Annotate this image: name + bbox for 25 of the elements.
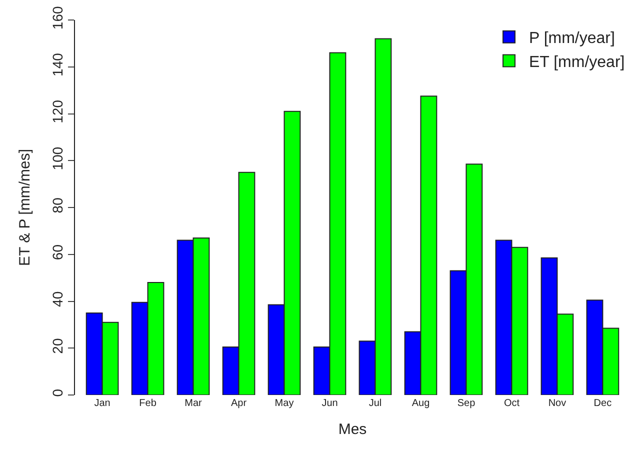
- x-tick-label: Oct: [504, 398, 520, 409]
- x-tick-label: Jul: [368, 398, 382, 409]
- legend-label: ET [mm/year]: [529, 54, 625, 71]
- x-tick-label: Jan: [94, 398, 110, 409]
- x-tick-label: Apr: [230, 398, 248, 409]
- y-tick-label: 100: [49, 146, 66, 170]
- y-tick-label: 80: [49, 197, 66, 214]
- x-tick-label: Sep: [457, 398, 476, 409]
- y-tick-label: 0: [49, 388, 66, 397]
- y-tick-label: 120: [49, 100, 66, 124]
- y-tick-label: 20: [49, 338, 66, 354]
- x-tick-label: May: [274, 398, 294, 409]
- y-tick-label: 60: [49, 244, 66, 260]
- legend-label: P [mm/year]: [529, 30, 615, 48]
- y-tick-label: 160: [49, 6, 66, 30]
- y-tick-label: 40: [49, 291, 66, 307]
- x-tick-label: Dec: [594, 398, 612, 409]
- x-tick-label: Feb: [139, 398, 157, 409]
- y-axis-title: ET & P [mm/mes]: [16, 149, 34, 266]
- x-axis-title: Mes: [338, 421, 367, 438]
- x-tick-label: Jun: [322, 398, 338, 409]
- y-tick-label: 140: [49, 52, 66, 76]
- x-tick-label: Aug: [412, 398, 430, 409]
- x-tick-label: Mar: [184, 398, 203, 409]
- x-tick-label: Nov: [548, 398, 566, 409]
